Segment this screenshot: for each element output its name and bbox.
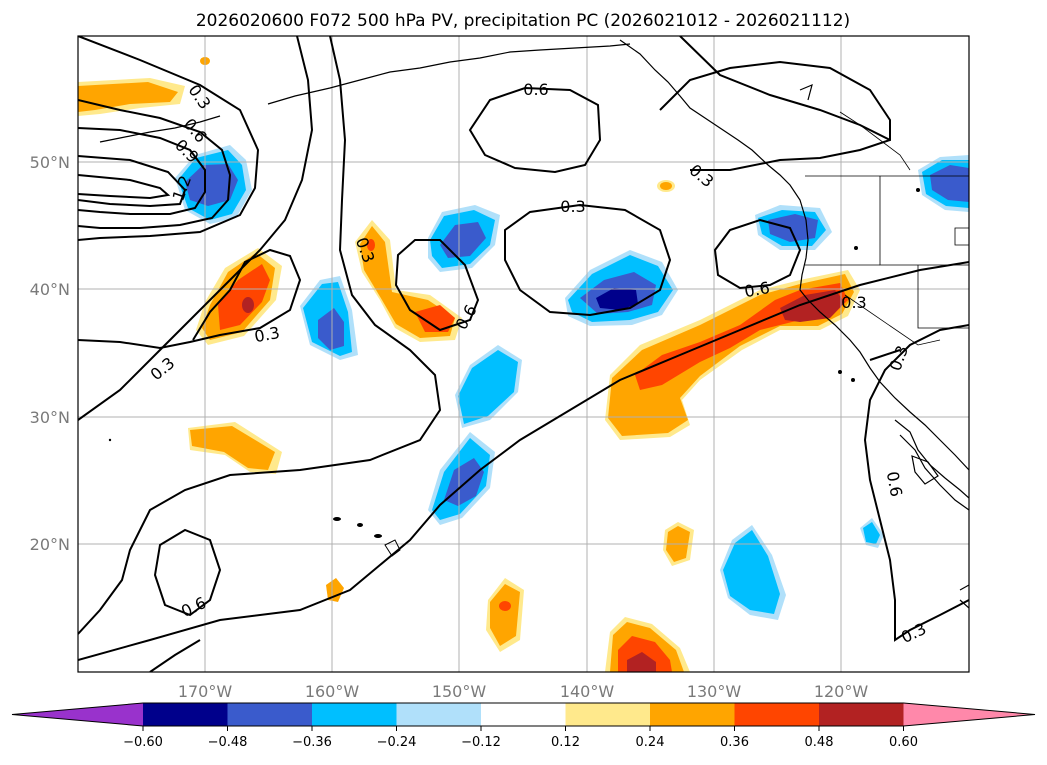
precip-negative-region: [300, 276, 358, 360]
map-panel: 0.3 0.6 0.9 1.2 0.6 0.3 0.3 0.6 0.3 0.3 …: [78, 36, 969, 672]
map-gridlines: [78, 36, 969, 672]
colorbar-tick-label: 0.60: [889, 735, 918, 750]
precip-negative-region: [860, 155, 969, 548]
colorbar-segment: [143, 703, 228, 726]
precip-positive-region: [78, 57, 210, 116]
colorbar-segment: [650, 703, 735, 726]
precip-negative-region: [428, 345, 522, 525]
colorbar-tick-label: −0.48: [208, 735, 248, 750]
contour-label: 0.6: [523, 80, 548, 99]
lat-label: 30°N: [30, 408, 70, 427]
colorbar-tick-label: 0.48: [805, 735, 834, 750]
lat-label: 40°N: [30, 280, 70, 299]
precip-positive-region: [196, 248, 282, 345]
lon-label: 160°W: [305, 682, 360, 701]
precip-negative-region: [175, 145, 252, 224]
colorbar-extend-low: [12, 703, 143, 726]
colorbar-segment: [396, 703, 482, 726]
colorbar-segment: [227, 703, 313, 726]
contour-label: 0.3: [560, 197, 585, 216]
precip-shading: [78, 57, 969, 672]
colorbar-segment: [565, 703, 651, 726]
colorbar-tick-label: −0.60: [123, 735, 163, 750]
map-frame: [77, 35, 970, 673]
colorbar-tick-label: −0.36: [292, 735, 332, 750]
lon-label: 130°W: [687, 682, 742, 701]
precip-positive-region: [355, 220, 462, 342]
lon-label: 120°W: [814, 682, 869, 701]
colorbar-tick-label: 0.24: [636, 735, 665, 750]
contour-label: 0.6: [883, 470, 906, 498]
contour-label: 0.3: [253, 323, 281, 346]
latitude-labels: 50°N 40°N 30°N 20°N: [30, 153, 70, 554]
lon-label: 140°W: [560, 682, 615, 701]
colorbar-segment: [819, 703, 904, 726]
colorbar-extend-high: [903, 703, 1035, 726]
political-borders: [805, 111, 969, 346]
colorbar-segment: [481, 703, 566, 726]
lat-label: 50°N: [30, 153, 70, 172]
colorbar-segment: [312, 703, 397, 726]
precip-positive-region: [188, 422, 282, 474]
precip-positive-region: [605, 270, 860, 440]
figure-title: 2026020600 F072 500 hPa PV, precipitatio…: [196, 11, 850, 31]
lon-label: 150°W: [432, 682, 487, 701]
colorbar-tick-label: −0.24: [377, 735, 417, 750]
colorbar-tick-label: 0.36: [720, 735, 749, 750]
lat-label: 20°N: [30, 535, 70, 554]
precip-positive-region: [605, 617, 690, 672]
precip-negative-region: [428, 205, 500, 272]
contour-label: 0.3: [841, 293, 866, 312]
contour-label: 0.3: [686, 160, 718, 191]
islands: [108, 188, 920, 557]
precip-negative-region: [720, 205, 832, 620]
longitude-labels: 170°W 160°W 150°W 140°W 130°W 120°W: [178, 682, 869, 701]
lon-label: 170°W: [178, 682, 233, 701]
coastlines: [99, 39, 969, 609]
colorbar-tick-label: 0.12: [551, 735, 580, 750]
colorbar: −0.60 −0.48 −0.36 −0.24 −0.12 0.12 0.24 0.36 0.4…: [11, 702, 1036, 750]
colorbar-tick-label: −0.12: [461, 735, 501, 750]
contour-label: 0.3: [184, 81, 214, 113]
colorbar-segment: [734, 703, 820, 726]
contour-label: 0.6: [743, 278, 771, 301]
pv-contours: [78, 36, 969, 672]
pv-contour-labels: 0.3 0.6 0.9 1.2 0.6 0.3 0.3 0.6 0.3 0.3 …: [147, 80, 930, 647]
